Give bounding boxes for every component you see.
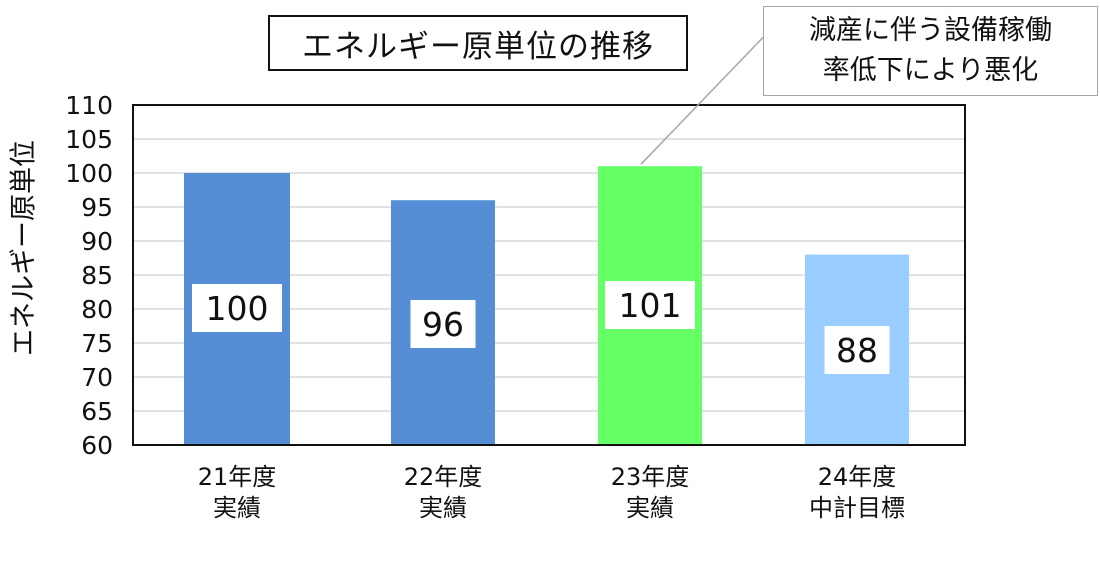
category-label-1: 21年度 実績 xyxy=(147,462,327,524)
category-label-2-line1: 22年度 xyxy=(403,463,483,491)
chart-title: エネルギー原単位の推移 xyxy=(268,15,688,71)
data-label-2: 96 xyxy=(422,305,464,344)
category-label-1-line1: 21年度 xyxy=(197,463,277,491)
data-label-1: 100 xyxy=(206,289,269,328)
y-tick-label: 65 xyxy=(81,397,113,426)
data-label-3: 101 xyxy=(619,286,682,325)
y-axis-label: エネルギー原単位 xyxy=(8,140,40,356)
y-tick-label: 70 xyxy=(81,363,113,392)
data-label-box-4 xyxy=(824,326,890,374)
y-tick-label: 105 xyxy=(65,125,113,154)
category-label-4-line1: 24年度 xyxy=(817,463,897,491)
category-label-2-line2: 実績 xyxy=(419,494,467,522)
data-label-4: 88 xyxy=(836,331,878,370)
annotation-line-2: 率低下により悪化 xyxy=(822,55,1039,86)
category-label-2: 22年度 実績 xyxy=(353,462,533,524)
data-label-box-1 xyxy=(192,284,282,332)
y-tick-label: 80 xyxy=(81,295,113,324)
plot-frame xyxy=(132,104,966,446)
category-label-3: 23年度 実績 xyxy=(560,462,740,524)
data-label-box-2 xyxy=(410,300,476,348)
y-tick-label: 75 xyxy=(81,329,113,358)
y-tick-label: 60 xyxy=(81,431,113,460)
category-label-4-line2: 中計目標 xyxy=(809,494,905,522)
y-tick-label: 100 xyxy=(65,159,113,188)
annotation-callout: 減産に伴う設備稼働 率低下により悪化 xyxy=(763,6,1098,96)
data-label-box-3 xyxy=(605,281,695,329)
y-tick-label: 90 xyxy=(81,227,113,256)
annotation-line-1: 減産に伴う設備稼働 xyxy=(809,15,1052,46)
y-tick-label: 95 xyxy=(81,193,113,222)
category-label-3-line1: 23年度 xyxy=(610,463,690,491)
y-tick-label: 85 xyxy=(81,261,113,290)
y-tick-label: 110 xyxy=(65,91,113,120)
category-label-4: 24年度 中計目標 xyxy=(767,462,947,524)
annotation-leader-line xyxy=(640,24,776,165)
category-label-1-line2: 実績 xyxy=(213,494,261,522)
category-label-3-line2: 実績 xyxy=(626,494,674,522)
